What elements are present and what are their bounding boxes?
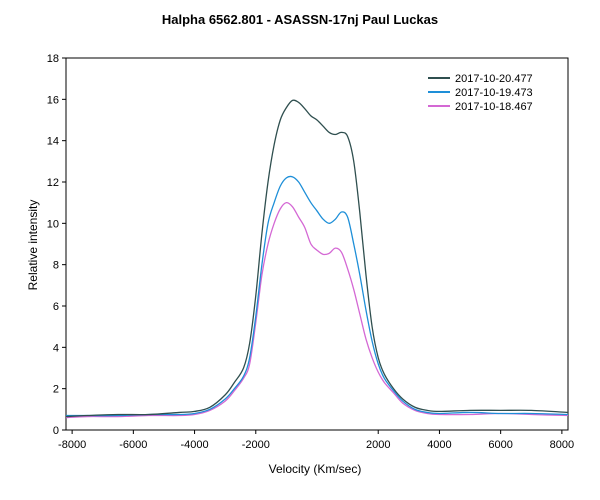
y-tick-label: 14 — [47, 136, 59, 148]
series-group — [65, 99, 569, 419]
series-line-1 — [65, 175, 569, 417]
x-tick-label: 8000 — [550, 439, 574, 451]
y-tick-label: 0 — [53, 425, 59, 437]
y-tick-label: 4 — [53, 342, 59, 354]
series-line-0 — [65, 99, 569, 418]
y-tick-label: 12 — [47, 177, 59, 189]
x-axis: -8000 -6000 -4000 -2000 2000 4000 6000 8000 — [58, 430, 574, 451]
plot-frame — [65, 57, 569, 431]
x-axis-label: Velocity (Km/sec) — [268, 462, 362, 476]
x-tick-label: -8000 — [58, 439, 86, 451]
x-tick-label: -4000 — [180, 439, 208, 451]
x-tick-label: 4000 — [427, 439, 451, 451]
x-tick-label: 6000 — [488, 439, 512, 451]
legend-label-1: 2017-10-19.473 — [455, 87, 533, 99]
x-tick-label: -6000 — [119, 439, 147, 451]
y-axis-label: Relative intensity — [26, 199, 40, 291]
x-tick-label: -2000 — [242, 439, 270, 451]
y-axis: 0 2 4 6 8 10 12 14 16 18 — [47, 53, 66, 437]
y-tick-label: 8 — [53, 260, 59, 272]
legend: 2017-10-20.477 2017-10-19.473 2017-10-18.4… — [428, 73, 533, 113]
x-tick-label: 2000 — [366, 439, 390, 451]
legend-label-0: 2017-10-20.477 — [455, 73, 533, 85]
y-tick-label: 10 — [47, 218, 59, 230]
y-tick-label: 6 — [53, 301, 59, 313]
series-line-2 — [65, 201, 569, 419]
y-tick-label: 18 — [47, 53, 59, 65]
y-tick-label: 2 — [53, 384, 59, 396]
chart-title: Halpha 6562.801 - ASASSN-17nj Paul Lucka… — [161, 12, 439, 27]
y-tick-label: 16 — [47, 94, 59, 106]
legend-label-2: 2017-10-18.467 — [455, 101, 533, 113]
